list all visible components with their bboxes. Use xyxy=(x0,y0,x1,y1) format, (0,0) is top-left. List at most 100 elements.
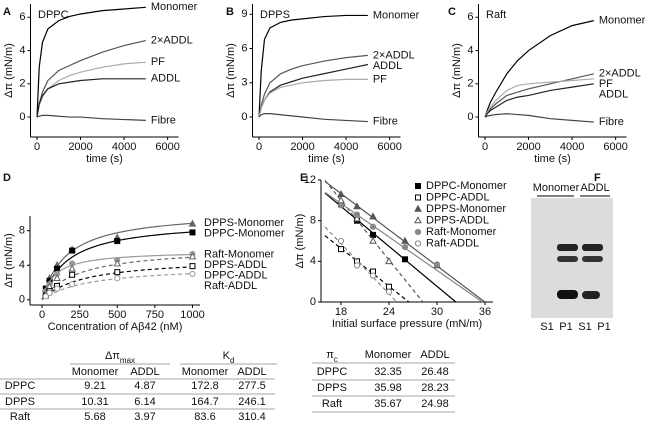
x-axis-title: Concentration of Aβ42 (nM) xyxy=(48,321,183,333)
header-subscript: c xyxy=(334,355,338,364)
table-cell: 28.23 xyxy=(421,382,449,394)
column-header: Monomer xyxy=(365,349,412,361)
x-tick-label: 30 xyxy=(431,306,443,318)
series-label: PF xyxy=(373,73,387,85)
legend-marker xyxy=(414,216,422,224)
table-cell: 6.14 xyxy=(134,396,155,408)
data-point xyxy=(53,285,61,292)
x-tick-label: 6000 xyxy=(603,141,627,153)
data-point xyxy=(69,281,76,288)
table-cell: 164.7 xyxy=(191,396,219,408)
data-point xyxy=(385,257,393,265)
header-text: π xyxy=(326,349,334,361)
series-label: Fibre xyxy=(373,115,398,127)
legend-marker xyxy=(414,204,422,212)
line-series xyxy=(258,14,368,118)
data-point xyxy=(369,272,377,279)
data-point xyxy=(353,214,361,222)
y-tick-label: 2 xyxy=(467,78,473,90)
data-point xyxy=(369,223,377,230)
line-series xyxy=(258,78,368,118)
header-text: Δπ xyxy=(105,350,120,362)
series-label: Raft-Monomer xyxy=(204,248,275,260)
x-tick-label: 0 xyxy=(39,309,45,321)
x-tick-label: 24 xyxy=(383,306,395,318)
y-tick-label: 9 xyxy=(241,8,247,20)
y-axis-title: Δπ (mN/m) xyxy=(3,43,15,98)
data-point xyxy=(369,212,377,220)
panel-letter: D xyxy=(3,172,11,184)
x-axis-title: time (s) xyxy=(308,153,345,165)
y-tick-label: 0 xyxy=(310,296,316,308)
y-tick-label: 6 xyxy=(241,42,247,54)
panel-letter: A xyxy=(3,6,11,18)
x-tick-label: 18 xyxy=(335,306,347,318)
x-tick-label: 500 xyxy=(108,309,126,321)
legend-marker xyxy=(415,194,421,201)
gel-band xyxy=(557,256,578,262)
column-header: Monomer xyxy=(72,366,119,378)
y-tick-label: 6 xyxy=(467,11,473,23)
data-point xyxy=(189,229,196,236)
data-point xyxy=(386,283,392,290)
column-header: ADDL xyxy=(420,349,449,361)
data-point xyxy=(353,211,361,218)
panel-letter: B xyxy=(226,6,234,18)
y-axis-title: Δπ (mN/m) xyxy=(294,214,306,269)
y-tick-label: 0 xyxy=(19,111,25,123)
lane-label: P1 xyxy=(559,321,572,333)
fit-curve xyxy=(41,266,193,301)
x-tick-label: 0 xyxy=(482,141,488,153)
data-point xyxy=(46,289,53,297)
table-cell: 10.31 xyxy=(81,396,109,408)
lane-label: S1 xyxy=(578,321,591,333)
column-header: ADDL xyxy=(237,366,266,378)
line-series xyxy=(36,39,146,118)
y-tick-label: 0 xyxy=(467,111,473,123)
fit-line xyxy=(324,226,398,303)
x-tick-label: 2000 xyxy=(516,141,540,153)
series-label: Monomer xyxy=(599,15,646,27)
x-tick-label: 4000 xyxy=(112,141,136,153)
group-label: ADDL xyxy=(580,182,609,194)
legend-label: Raft-ADDL xyxy=(426,237,479,249)
data-point xyxy=(113,259,122,267)
legend-label: DPPS-Monomer xyxy=(426,203,506,215)
row-label: DPPS xyxy=(5,396,35,408)
table-cell: 3.97 xyxy=(134,411,155,423)
legend-marker xyxy=(414,228,422,236)
data-point xyxy=(188,252,197,260)
series-label: 2×ADDL xyxy=(599,68,641,80)
data-point xyxy=(54,265,61,272)
line-series xyxy=(484,78,594,118)
y-tick-label: 0 xyxy=(19,294,25,306)
y-tick-label: 8 xyxy=(310,215,316,227)
x-tick-label: 750 xyxy=(146,309,164,321)
data-point xyxy=(114,238,121,245)
header-subscript: max xyxy=(120,356,135,365)
group-header: Kd xyxy=(223,350,235,365)
line-series xyxy=(258,112,368,123)
panel-title: DPPC xyxy=(38,9,69,21)
legend-label: Raft-Monomer xyxy=(426,226,497,238)
gel-band xyxy=(557,290,578,299)
series-label: Monomer xyxy=(373,9,420,21)
gel-band xyxy=(582,291,600,299)
row-label: DPPC xyxy=(5,380,36,392)
x-tick-label: 4000 xyxy=(560,141,584,153)
table-cell: 35.98 xyxy=(374,382,402,394)
series-label: Raft-ADDL xyxy=(204,280,257,292)
series-label: DPPC-ADDL xyxy=(204,269,268,281)
x-tick-label: 2000 xyxy=(68,141,92,153)
fit-line xyxy=(324,192,457,303)
y-tick-label: 4 xyxy=(19,259,25,271)
column-header: Monomer xyxy=(182,366,229,378)
gel-band xyxy=(557,244,578,251)
group-label: Monomer xyxy=(533,182,580,194)
row-label: Raft xyxy=(322,398,342,410)
line-series xyxy=(36,6,146,118)
data-point xyxy=(188,219,197,227)
data-point xyxy=(401,236,409,244)
data-point xyxy=(69,271,76,278)
